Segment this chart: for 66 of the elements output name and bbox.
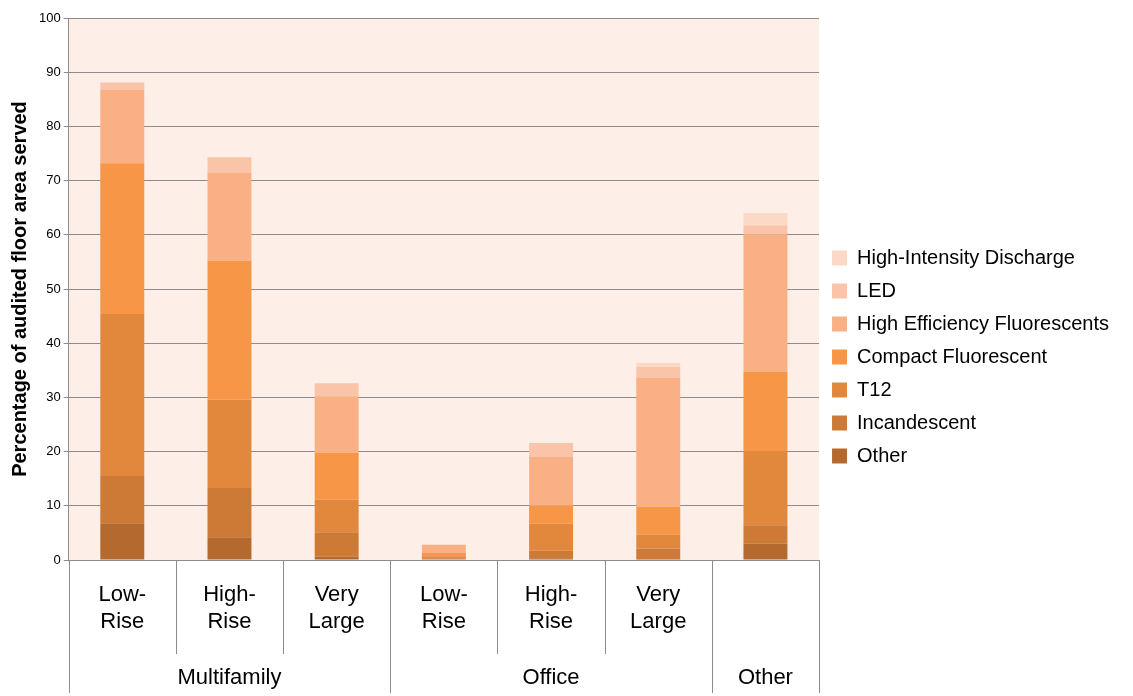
- bar: [314, 383, 359, 397]
- bar: [636, 534, 681, 549]
- x-tick-label: High-Rise: [524, 581, 578, 633]
- x-tick-label: Very Large: [308, 581, 365, 633]
- bar: [529, 442, 574, 458]
- bar: [207, 172, 252, 261]
- bar: [743, 525, 788, 544]
- bar: [529, 505, 574, 524]
- bar: [207, 399, 252, 488]
- bar: [314, 556, 359, 560]
- bar: [636, 367, 681, 378]
- bar: [529, 550, 574, 559]
- bar: [207, 157, 252, 173]
- bar: [100, 523, 145, 560]
- y-axis-title: Percentage of audited floor area served: [7, 101, 30, 477]
- text: Multifamily: [177, 664, 282, 690]
- bar: [529, 457, 574, 506]
- bar: [743, 213, 788, 226]
- bar: [743, 225, 788, 235]
- bar: [207, 537, 252, 560]
- x-tick-label: Low-Rise: [98, 581, 147, 633]
- legend-label: High-Intensity Discharge: [857, 245, 1075, 268]
- bar: [314, 532, 359, 557]
- text: Office: [522, 664, 580, 690]
- bar: [743, 234, 788, 372]
- bar: [743, 451, 788, 526]
- bar: [636, 506, 681, 535]
- legend-label: Other: [857, 443, 908, 466]
- bar: [421, 544, 466, 553]
- legend-label: T12: [857, 377, 892, 400]
- x-tick-label: High-Rise: [203, 581, 256, 633]
- y-tick-label: 80: [46, 117, 61, 133]
- bar: [314, 396, 359, 453]
- legend-label: LED: [857, 278, 896, 301]
- bar: [100, 83, 145, 91]
- bar: [636, 548, 681, 559]
- y-tick-label: 30: [46, 388, 61, 404]
- legend-label: Incandescent: [857, 410, 977, 433]
- y-tick-label: 20: [46, 443, 61, 459]
- y-tick-label: 10: [46, 497, 61, 513]
- bar: [314, 499, 359, 533]
- bar: [100, 163, 145, 314]
- bar: [636, 377, 681, 507]
- y-tick-label: 90: [46, 63, 61, 79]
- bar: [421, 552, 466, 557]
- text: Other: [737, 664, 793, 690]
- y-tick-label: 60: [46, 226, 61, 242]
- y-tick-label: 0: [53, 551, 61, 567]
- bar: [743, 371, 788, 452]
- bar: [314, 452, 359, 500]
- bar: [100, 313, 145, 476]
- bar: [207, 260, 252, 400]
- legend-label: High Efficiency Fluorescents: [857, 311, 1110, 334]
- bar: [743, 543, 788, 560]
- legend-label: Compact Fluorescent: [857, 344, 1048, 367]
- y-tick-label: 40: [46, 334, 61, 350]
- bar: [529, 523, 574, 551]
- bar: [100, 90, 145, 164]
- y-tick-label: 70: [46, 172, 61, 188]
- x-tick-label: Very Large: [630, 581, 687, 633]
- bar: [636, 362, 681, 368]
- y-tick-label: 100: [38, 9, 61, 25]
- x-tick-label: Low-Rise: [420, 581, 468, 633]
- bar: [207, 487, 252, 538]
- y-tick-label: 50: [46, 280, 61, 296]
- bar: [100, 475, 145, 524]
